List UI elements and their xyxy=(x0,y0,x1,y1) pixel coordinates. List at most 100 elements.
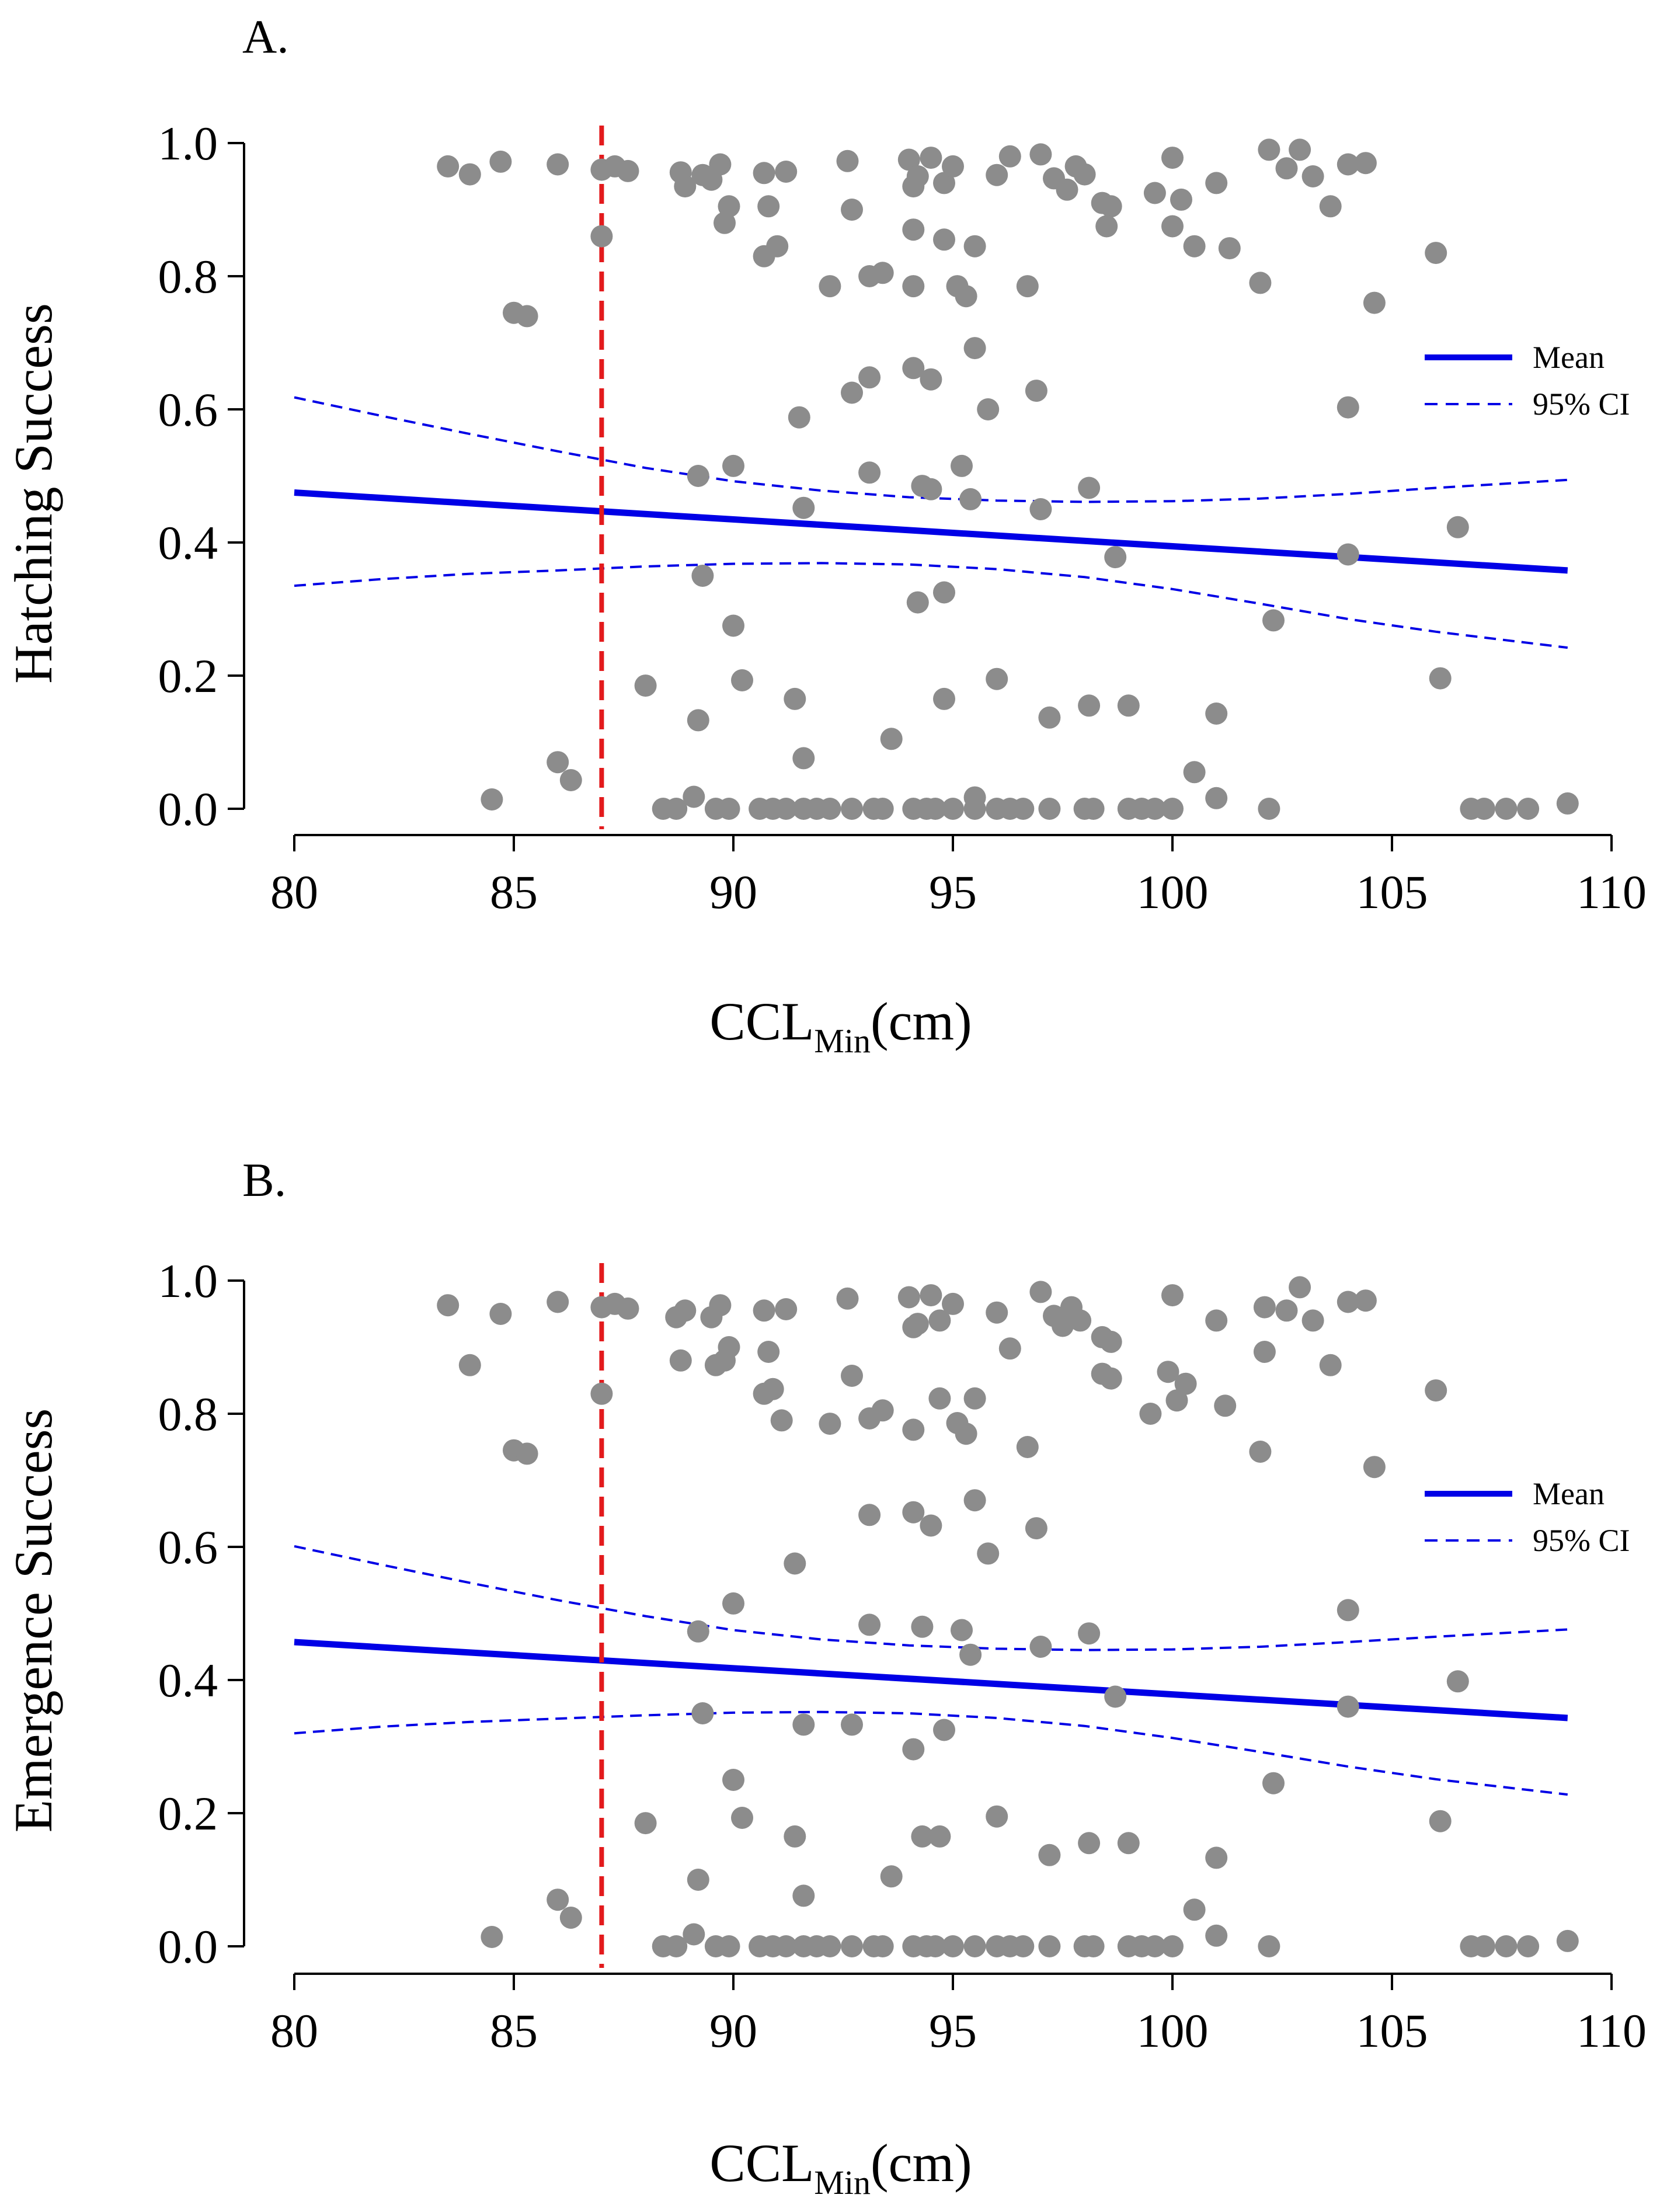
panel-b-data-point xyxy=(547,1888,569,1911)
panel-b-data-point xyxy=(963,1935,986,1957)
panel-b-data-point xyxy=(1139,1403,1162,1425)
panel-b-x-axis-label: CCLMin(cm) xyxy=(709,2133,972,2201)
panel-a-data-point xyxy=(1078,694,1101,717)
panel-b-data-point xyxy=(753,1299,775,1322)
panel-b-data-point xyxy=(669,1349,692,1372)
panel-a-data-point xyxy=(1218,237,1241,260)
panel-a-data-point xyxy=(683,785,705,808)
panel-a-data-point xyxy=(665,798,688,820)
panel-a-data-point xyxy=(489,150,512,173)
panel-b-data-point xyxy=(920,1514,942,1537)
panel-b-data-point xyxy=(1262,1772,1285,1794)
panel-b-data-point xyxy=(1069,1309,1092,1332)
panel-b-data-point xyxy=(1253,1296,1276,1319)
panel-b-data-point xyxy=(858,1613,881,1636)
panel-b-data-point xyxy=(1446,1670,1469,1693)
panel-b-data-point xyxy=(1473,1935,1495,1957)
panel-a-data-point xyxy=(1099,195,1122,218)
panel-b-data-point xyxy=(897,1286,920,1309)
panel-b-data-point xyxy=(1517,1935,1540,1957)
panel-a-data-point xyxy=(1012,798,1035,820)
panel-b-data-point xyxy=(516,1442,538,1465)
panel-a-data-point xyxy=(753,162,775,185)
panel-a-data-point xyxy=(1078,477,1101,499)
panel-b-data-point xyxy=(792,1713,815,1736)
panel-a-data-point xyxy=(1082,798,1105,820)
panel-b-legend: Mean 95% CI xyxy=(1425,1476,1630,1558)
panel-a-data-point xyxy=(1205,702,1228,725)
panel-b-data-point xyxy=(1249,1441,1272,1463)
panel-a-data-point xyxy=(547,751,569,774)
panel-b-data-point xyxy=(933,1719,955,1741)
panel-a-data-point xyxy=(1029,143,1052,166)
panel-a-y-tick-label: 0.4 xyxy=(158,516,218,569)
panel-b-data-point xyxy=(1029,1281,1052,1303)
panel-b-data-point xyxy=(928,1387,951,1410)
panel-b-data-point xyxy=(683,1923,705,1946)
panel-a-data-point xyxy=(871,798,894,820)
panel-b-data-point xyxy=(836,1287,859,1310)
panel-b-data-point xyxy=(1354,1289,1377,1312)
panel-b-y-axis-label: Emergence Success xyxy=(4,1408,63,1832)
panel-b-data-point xyxy=(924,1935,946,1957)
panel-b-data-point xyxy=(709,1294,732,1317)
panel-b-data-point xyxy=(1425,1379,1447,1402)
panel-a-x-tick-label: 95 xyxy=(929,865,977,919)
panel-b-y-tick-label: 0.8 xyxy=(158,1387,218,1441)
panel-b-data-point xyxy=(714,1349,736,1372)
panel-a-data-point xyxy=(775,798,798,820)
panel-b-points xyxy=(437,1276,1579,1957)
panel-a-axes: 0.0 0.2 0.4 0.6 0.8 1.0 80 85 90 95 100 105 110 xyxy=(158,117,1647,919)
panel-b-data-point xyxy=(928,1309,951,1332)
panel-a-data-point xyxy=(1425,242,1447,265)
panel-a-data-point xyxy=(1258,138,1280,161)
panel-a-data-point xyxy=(951,454,973,477)
panel-a-data-point xyxy=(1161,147,1184,169)
panel-b-data-point xyxy=(1205,1924,1228,1947)
panel-a-x-axis-label-unit: (cm) xyxy=(871,992,972,1051)
panel-b-data-point xyxy=(722,1592,744,1615)
panel-b-data-point xyxy=(920,1284,942,1307)
panel-a-data-point xyxy=(942,155,964,178)
panel-a-data-point xyxy=(963,235,986,258)
panel-b-x-axis-label-sub: Min xyxy=(814,2164,871,2201)
panel-b-data-point xyxy=(775,1935,798,1957)
panel-b-data-point xyxy=(775,1298,798,1320)
panel-a-data-point xyxy=(792,496,815,519)
panel-a-data-point xyxy=(1354,152,1377,175)
panel-b-data-point xyxy=(1495,1935,1518,1957)
panel-b-data-point xyxy=(1143,1935,1166,1957)
panel-b-data-point xyxy=(1337,1291,1359,1313)
panel-a-data-point xyxy=(942,798,964,820)
panel-a-data-point xyxy=(1029,498,1052,520)
panel-a-data-point xyxy=(897,148,920,171)
panel-a-data-point xyxy=(559,769,582,791)
panel-a-data-point xyxy=(547,153,569,176)
panel-a-data-point xyxy=(1473,798,1495,820)
panel-a-data-point xyxy=(714,211,736,234)
panel-a-ci-lower-line xyxy=(294,562,1568,649)
panel-b-data-point xyxy=(1556,1929,1579,1952)
panel-a-data-point xyxy=(1446,516,1469,538)
panel-a-data-point xyxy=(516,305,538,328)
panel-a-x-axis-label: CCLMin(cm) xyxy=(709,992,972,1060)
panel-b-data-point xyxy=(942,1935,964,1957)
panel-a-data-point xyxy=(819,275,841,298)
panel-b-ci-upper-line xyxy=(294,1545,1568,1651)
panel-b-data-point xyxy=(1016,1436,1039,1458)
panel-b-data-point xyxy=(871,1935,894,1957)
panel-a-data-point xyxy=(902,357,925,380)
panel-a-data-point xyxy=(691,565,714,587)
panel-b-data-point xyxy=(1117,1832,1140,1855)
panel-b: B. Emergence Success CCLMin(cm) 0.00.20.… xyxy=(4,1153,1647,2201)
panel-a-data-point xyxy=(687,709,709,732)
panel-a-data-point xyxy=(924,798,946,820)
panel-b-data-point xyxy=(951,1619,973,1641)
panel-a-data-point xyxy=(1183,761,1206,784)
panel-b-data-point xyxy=(590,1382,613,1405)
panel-b-data-point xyxy=(1052,1314,1074,1337)
panel-a-y-tick-label: 0.0 xyxy=(158,782,218,836)
panel-a-data-point xyxy=(1249,272,1272,294)
panel-b-data-point xyxy=(906,1313,929,1335)
panel-b-data-point xyxy=(674,1299,697,1322)
